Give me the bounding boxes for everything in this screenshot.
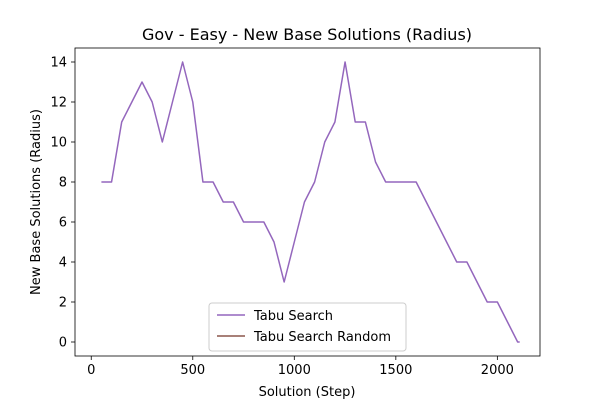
legend-label-tabu-search: Tabu Search xyxy=(253,309,333,324)
y-tick-label: 10 xyxy=(50,136,67,151)
y-tick-label: 0 xyxy=(59,336,67,351)
x-tick-label: 0 xyxy=(87,363,95,378)
axes-frame xyxy=(74,47,541,357)
legend-box xyxy=(208,302,407,352)
legend: Tabu Search Tabu Search Random xyxy=(208,302,407,352)
y-tick-label: 6 xyxy=(59,216,67,231)
x-tick-label: 500 xyxy=(180,363,205,378)
x-axis-label: Solution (Step) xyxy=(259,385,356,400)
legend-label-tabu-search-random: Tabu Search Random xyxy=(253,330,391,345)
y-tick-label: 2 xyxy=(59,296,67,311)
x-tick-label: 1000 xyxy=(278,363,311,378)
y-tick-label: 12 xyxy=(50,96,67,111)
y-tick-label: 4 xyxy=(59,256,67,271)
y-tick-label: 8 xyxy=(59,176,67,191)
y-axis-label: New Base Solutions (Radius) xyxy=(29,109,44,295)
plot-area: 0 500 1000 1500 2000 0 2 4 6 8 10 12 14 xyxy=(50,47,541,378)
y-tick-label: 14 xyxy=(50,56,67,71)
x-tick-label: 1500 xyxy=(379,363,412,378)
chart-title: Gov - Easy - New Base Solutions (Radius) xyxy=(142,25,472,44)
series-line-tabu-search xyxy=(101,61,520,343)
x-tick-label: 2000 xyxy=(481,363,514,378)
